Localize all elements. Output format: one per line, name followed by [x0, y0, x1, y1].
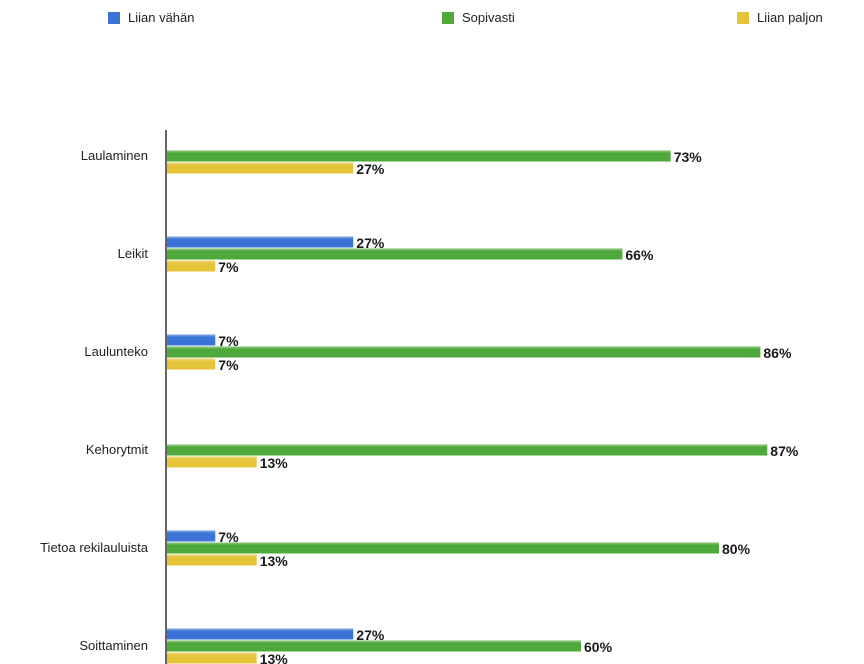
data-label: 7%	[218, 333, 239, 349]
category-label: Tietoa rekilauluista	[40, 540, 149, 555]
bar-highlight	[167, 162, 354, 165]
bar-highlight	[167, 248, 623, 251]
bar-highlight	[167, 334, 216, 337]
bar-highlight	[167, 652, 257, 655]
bar-highlight	[167, 444, 768, 447]
data-label: 80%	[722, 541, 751, 557]
bar-highlight	[167, 530, 216, 533]
bar	[167, 652, 257, 664]
data-label: 86%	[763, 345, 792, 361]
bar-highlight	[167, 640, 581, 643]
bar	[167, 346, 761, 358]
legend-label: Liian vähän	[128, 10, 195, 25]
data-label: 13%	[260, 553, 289, 569]
category-label: Kehorytmit	[86, 442, 149, 457]
data-label: 27%	[356, 235, 385, 251]
data-label: 66%	[625, 247, 654, 263]
bar-highlight	[167, 358, 216, 361]
bar	[167, 530, 216, 542]
bar	[167, 554, 257, 566]
bar-highlight	[167, 542, 719, 545]
data-label: 60%	[584, 639, 613, 655]
category-label: Leikit	[118, 246, 149, 261]
bar	[167, 640, 581, 652]
bar	[167, 162, 354, 174]
legend-swatch	[442, 11, 454, 24]
legend-item-sopivasti: Sopivasti	[442, 10, 515, 25]
bar	[167, 150, 671, 162]
bar	[167, 248, 623, 260]
data-label: 73%	[674, 149, 703, 165]
bar	[167, 236, 354, 248]
bar	[167, 444, 768, 456]
bar-highlight	[167, 628, 354, 631]
bar	[167, 456, 257, 468]
data-label: 13%	[260, 455, 289, 471]
legend-label: Sopivasti	[462, 10, 515, 25]
data-label: 27%	[356, 161, 385, 177]
bar	[167, 334, 216, 346]
legend-item-liian-paljon: Liian paljon	[737, 10, 823, 25]
data-label: 27%	[356, 627, 385, 643]
legend-item-liian-vahan: Liian vähän	[108, 10, 195, 25]
bar-highlight	[167, 554, 257, 557]
category-label: Soittaminen	[79, 638, 148, 653]
legend-swatch	[108, 11, 120, 24]
data-label: 13%	[260, 651, 289, 664]
data-label: 7%	[218, 529, 239, 545]
category-label: Laulaminen	[81, 148, 148, 163]
bar-highlight	[167, 260, 216, 263]
bar-highlight	[167, 346, 761, 349]
category-label: Laulunteko	[84, 344, 148, 359]
legend-label: Liian paljon	[757, 10, 823, 25]
data-label: 7%	[218, 259, 239, 275]
bar	[167, 542, 719, 554]
bar	[167, 628, 354, 640]
data-label: 87%	[770, 443, 799, 459]
bar	[167, 358, 216, 370]
bar	[167, 260, 216, 272]
bar-highlight	[167, 456, 257, 459]
bar-highlight	[167, 236, 354, 239]
bar-highlight	[167, 150, 671, 153]
data-label: 7%	[218, 357, 239, 373]
legend-swatch	[737, 11, 749, 24]
